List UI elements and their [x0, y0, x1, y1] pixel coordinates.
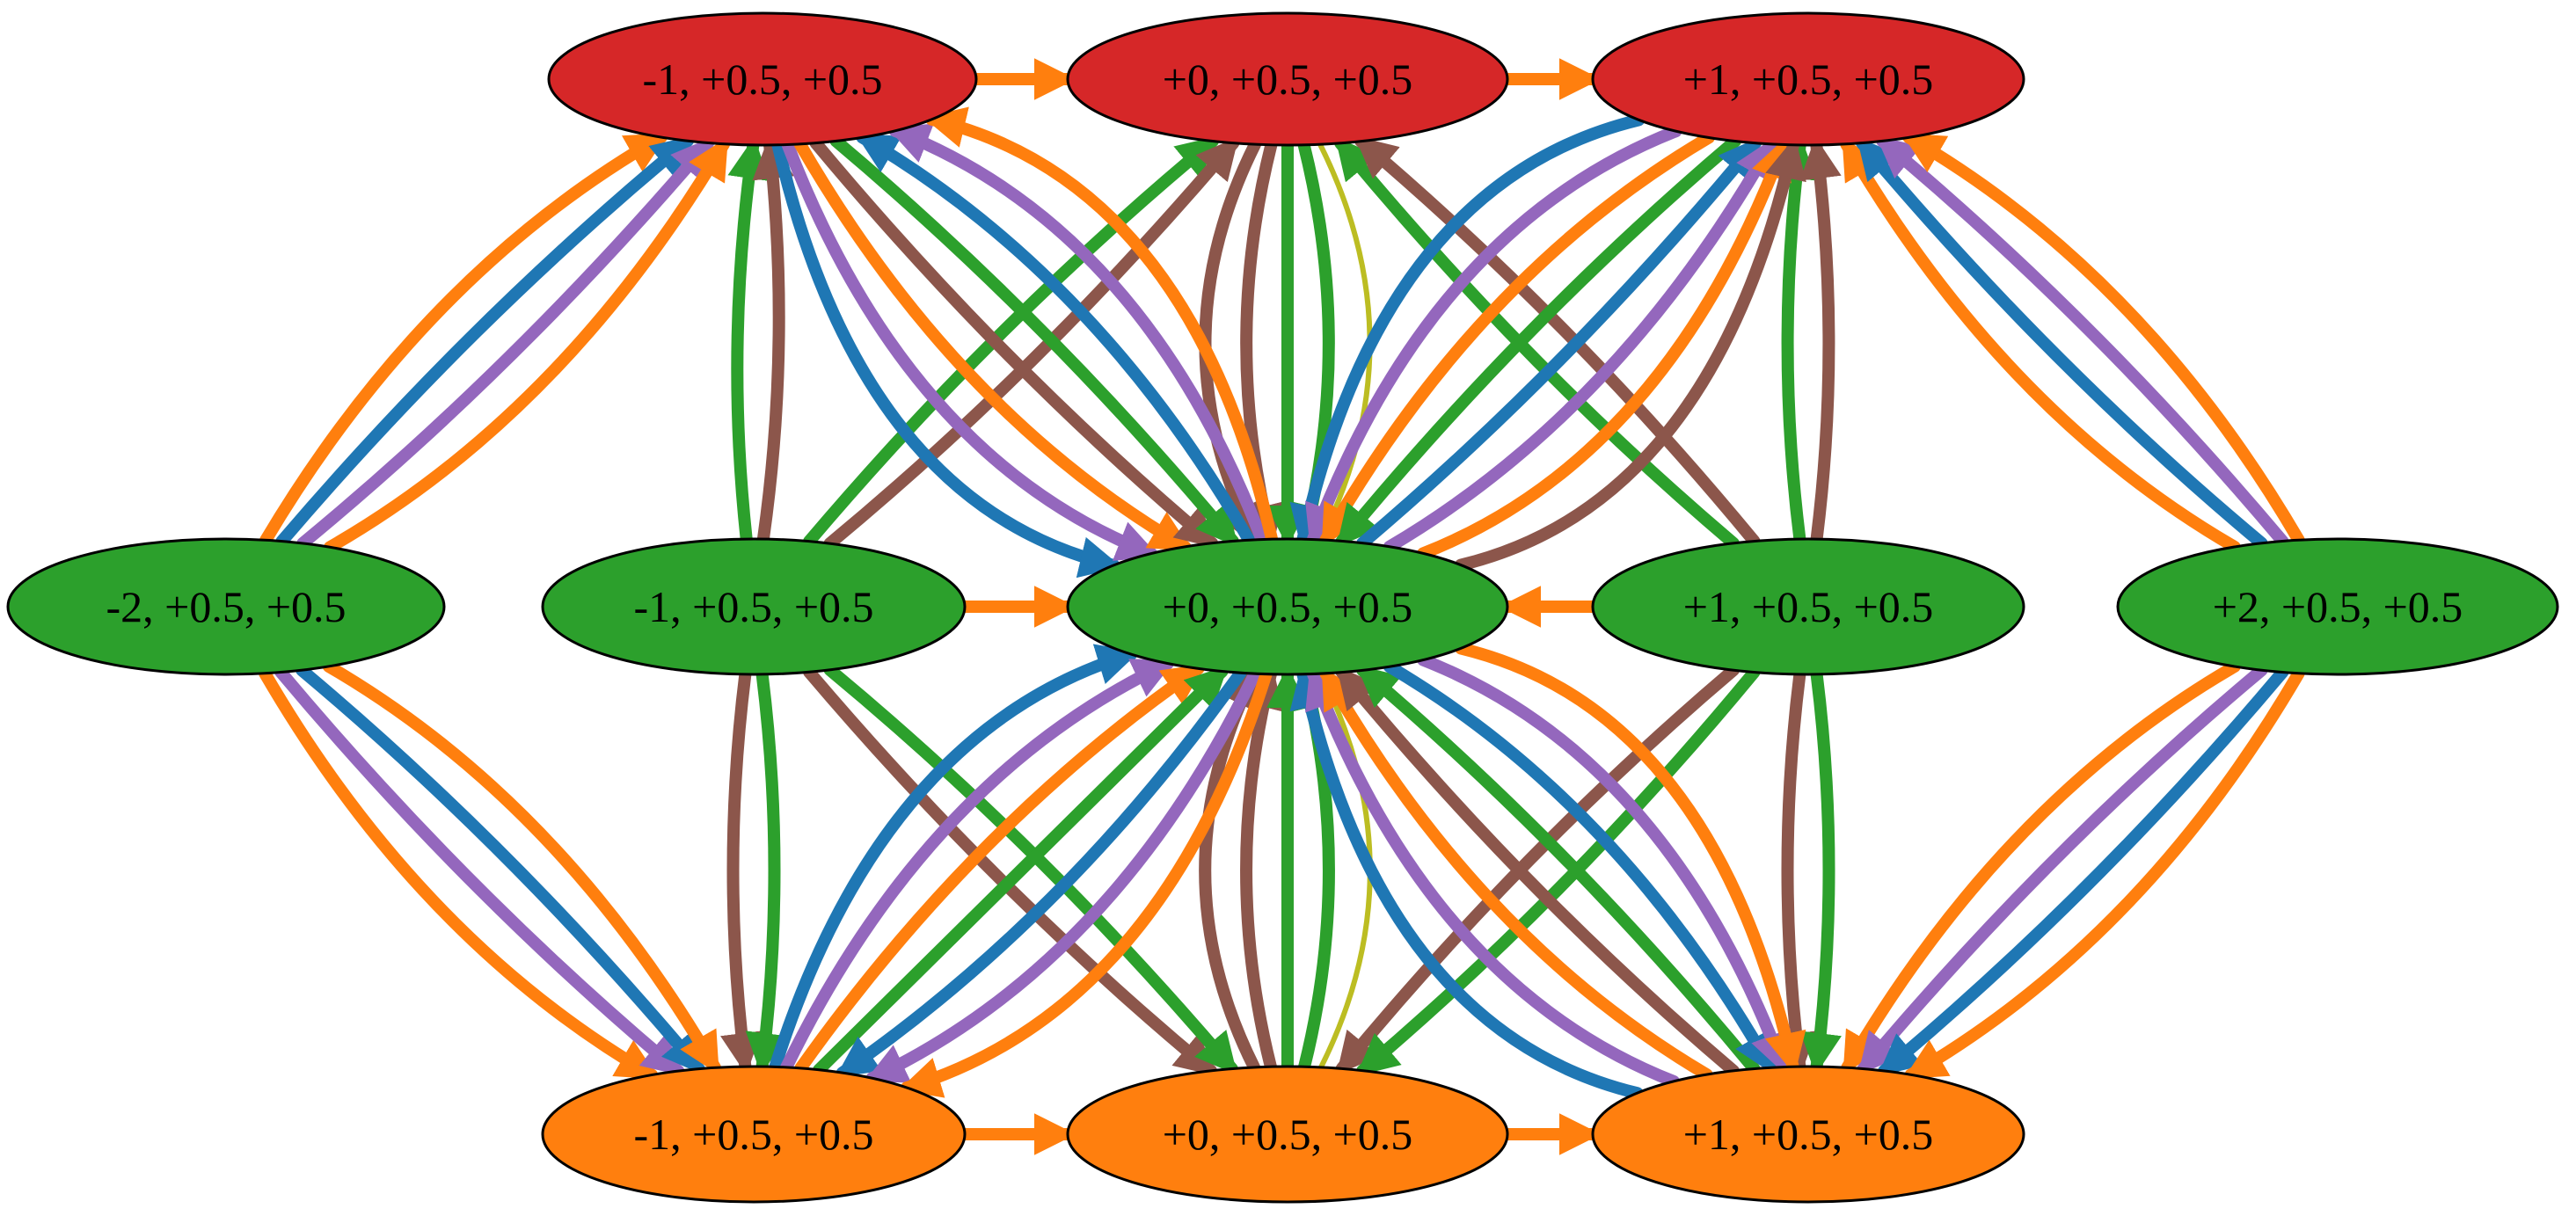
edge-m_0-to-b_m1 [898, 667, 1273, 1098]
node-label: +1, +0.5, +0.5 [1683, 1110, 1934, 1159]
edge-m_m2-to-b_m1 [296, 664, 705, 1075]
node-label: -1, +0.5, +0.5 [633, 582, 873, 631]
edge-m_p1-to-b_p1 [1775, 667, 1817, 1075]
node-ellipse [1066, 1065, 1509, 1204]
edge-m_m2-to-b_m1 [274, 666, 685, 1078]
edge-t_p1-to-m_0 [1289, 113, 1646, 548]
edge-m_0-to-t_p1 [1417, 136, 1792, 560]
node-label: +0, +0.5, +0.5 [1163, 55, 1413, 104]
edge-m_m1-to-t_0 [803, 135, 1220, 548]
edge-m_m2-to-t_m1 [324, 136, 731, 554]
edge-b_m1-to-m_0 [813, 665, 1229, 1076]
edge-m_p2-to-t_p1 [1840, 136, 2241, 553]
edge-m_p1-to-b_0 [1335, 664, 1740, 1075]
node-ellipse [1591, 537, 2025, 676]
node-ellipse [2116, 537, 2559, 676]
edge-m_0-to-b_p1 [1455, 642, 1806, 1075]
edge-m_m2-to-b_m1 [322, 659, 721, 1075]
node-label: +2, +0.5, +0.5 [2213, 582, 2463, 631]
node-m_p1: +1, +0.5, +0.5 [1591, 537, 2025, 676]
node-ellipse [541, 537, 967, 676]
node-ellipse [6, 537, 446, 676]
node-label: +0, +0.5, +0.5 [1163, 1110, 1413, 1159]
edge-b_m1-to-m_0 [794, 662, 1206, 1074]
edge-m_p1-to-t_0 [1354, 135, 1761, 548]
edge-t_m1-to-m_0 [829, 135, 1239, 548]
edge-b_p1-to-m_0 [1319, 666, 1713, 1081]
edge-m_p1-to-b_p1 [1799, 667, 1842, 1075]
edge-m_0-to-t_p1 [1383, 136, 1777, 553]
edge-m_p1-to-t_0 [1334, 136, 1740, 550]
edge-m_0-to-b_m1 [835, 666, 1247, 1080]
edge-m_m2-to-b_m1 [259, 666, 660, 1081]
edge-m_m1-to-t_m1 [752, 136, 794, 546]
edge-m_m1-to-b_0 [803, 666, 1218, 1077]
node-b_p1: +1, +0.5, +0.5 [1591, 1065, 2025, 1204]
edge-t_m1-to-m_0 [771, 138, 1122, 579]
edge-m_0-to-t_m1 [855, 131, 1256, 547]
edge-m_p2-to-b_p1 [1857, 664, 2268, 1075]
node-ellipse [1066, 537, 1509, 676]
edge-m_p2-to-t_p1 [1875, 135, 2289, 548]
node-ellipse [1591, 1065, 2025, 1204]
edge-m_0-to-b_p1 [1417, 653, 1791, 1075]
edge-m_0-to-t_m1 [887, 123, 1268, 546]
edge-m_0-to-t_p1 [1455, 136, 1806, 572]
edges-layer [259, 58, 2305, 1155]
edge-t_p1-to-m_0 [1335, 135, 1741, 548]
edge-m_0-to-b_m1 [864, 667, 1261, 1085]
edge-m_p2-to-b_p1 [1903, 666, 2305, 1081]
edge-m_m1-to-b_m1 [745, 667, 787, 1075]
edge-m_m1-to-t_m1 [727, 136, 770, 545]
edge-b_m1-to-m_0 [780, 657, 1176, 1074]
node-label: +0, +0.5, +0.5 [1163, 582, 1413, 631]
edge-b_p1-to-m_0 [1305, 666, 1680, 1088]
node-label: -1, +0.5, +0.5 [642, 55, 882, 104]
node-m_0: +0, +0.5, +0.5 [1066, 537, 1509, 676]
edge-b_p1-to-m_0 [1289, 666, 1644, 1100]
node-label: -1, +0.5, +0.5 [633, 1110, 873, 1159]
edge-m_p1-to-t_p1 [1775, 136, 1817, 546]
edge-m_p2-to-t_p1 [1901, 131, 2305, 547]
edge-m_p1-to-t_p1 [1799, 136, 1842, 546]
node-label: +1, +0.5, +0.5 [1683, 55, 1934, 104]
node-ellipse [1066, 11, 1509, 147]
edge-m_0-to-t_m1 [923, 106, 1279, 546]
edge-m_p2-to-b_p1 [1877, 666, 2289, 1077]
edge-m_m2-to-t_m1 [259, 131, 669, 547]
edge-b_p1-to-m_0 [1356, 664, 1761, 1075]
edge-m_m1-to-t_0 [823, 136, 1240, 550]
edge-m_m1-to-b_m1 [720, 667, 763, 1075]
node-ellipse [1591, 11, 2025, 147]
edge-t_p1-to-m_0 [1319, 131, 1715, 548]
node-b_0: +0, +0.5, +0.5 [1066, 1065, 1509, 1204]
edge-t_m1-to-m_0 [809, 136, 1219, 550]
edge-t_m1-to-m_0 [781, 138, 1159, 561]
edge-m_m2-to-t_m1 [296, 136, 715, 550]
edge-b_0-to-m_0 [1240, 666, 1283, 1074]
edge-m_p1-to-b_0 [1356, 666, 1761, 1077]
node-m_p2: +2, +0.5, +0.5 [2116, 537, 2559, 676]
edge-m_p2-to-b_p1 [1841, 660, 2241, 1075]
node-m_m1: -1, +0.5, +0.5 [541, 537, 967, 676]
node-label: -2, +0.5, +0.5 [106, 582, 346, 631]
edge-t_p1-to-m_0 [1305, 125, 1682, 548]
node-ellipse [541, 1065, 967, 1204]
node-label: +1, +0.5, +0.5 [1683, 582, 1934, 631]
edge-b_p1-to-m_0 [1335, 666, 1740, 1077]
node-t_p1: +1, +0.5, +0.5 [1591, 11, 2025, 147]
node-ellipse [547, 11, 978, 147]
edge-m_0-to-b_p1 [1383, 660, 1777, 1075]
nodes-layer: -1, +0.5, +0.5 +0, +0.5, +0.5 +1, +0.5, … [6, 11, 2559, 1204]
edge-m_m2-to-t_m1 [275, 135, 695, 548]
edge-m_p2-to-t_p1 [1856, 136, 2268, 550]
edge-t_m1-to-m_0 [793, 137, 1193, 553]
node-t_0: +0, +0.5, +0.5 [1066, 11, 1509, 147]
edge-m_0-to-t_p1 [1356, 136, 1762, 550]
node-m_m2: -2, +0.5, +0.5 [6, 537, 446, 676]
node-b_m1: -1, +0.5, +0.5 [541, 1065, 967, 1204]
node-t_m1: -1, +0.5, +0.5 [547, 11, 978, 147]
edge-b_m1-to-m_0 [769, 644, 1140, 1074]
